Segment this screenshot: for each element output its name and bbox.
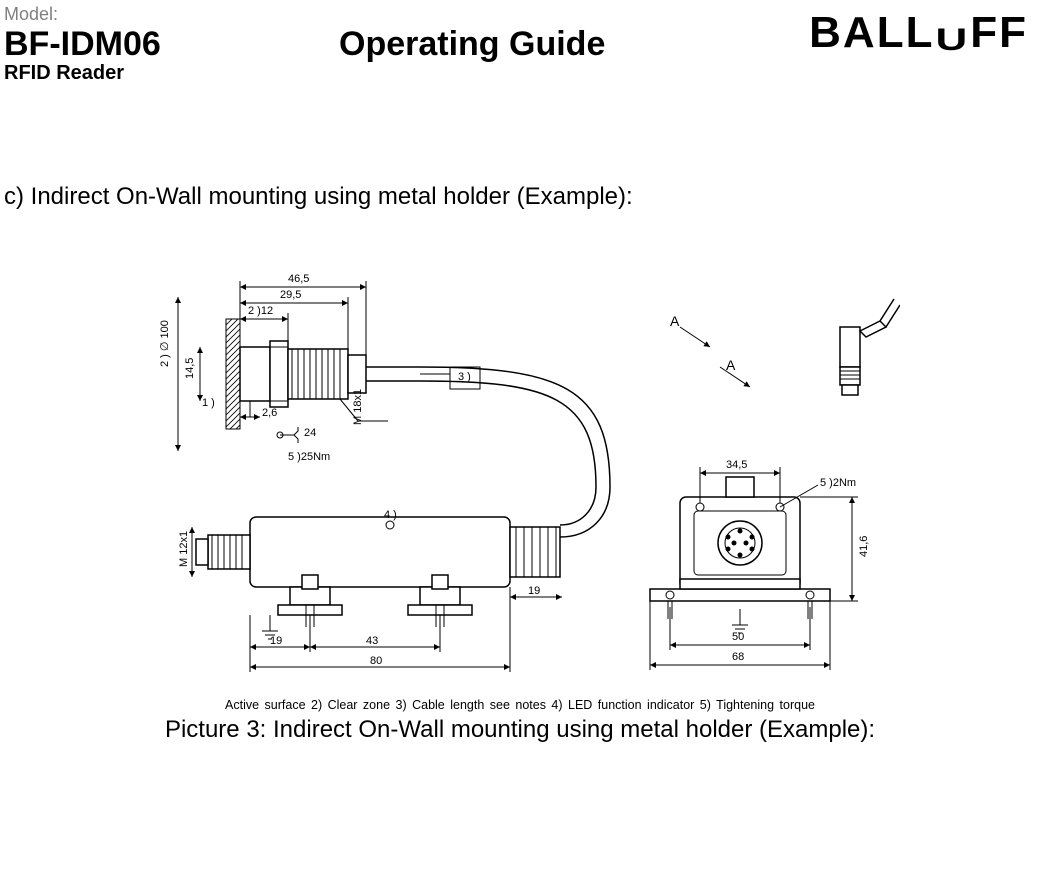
dim-2nm: 5 )2Nm bbox=[820, 477, 856, 489]
doc-title: Operating Guide bbox=[339, 25, 605, 64]
figure-legend: Active surface 2) Clear zone 3) Cable le… bbox=[0, 698, 1040, 712]
dim-50: 50 bbox=[732, 631, 744, 643]
dim-2-12: 2 )12 bbox=[248, 305, 273, 317]
model-name: BF-IDM06 bbox=[4, 25, 339, 64]
brand-logo: BALLUFF bbox=[809, 8, 1028, 58]
dim-2-6: 2,6 bbox=[262, 407, 277, 419]
dim-m12: M 12x1 bbox=[178, 531, 190, 567]
technical-drawing: 46,5 29,5 2 )12 2 ) ∅ 100 14,5 1 ) 2,6 M… bbox=[140, 267, 900, 687]
dim-24: 24 bbox=[304, 427, 316, 439]
dim-19b: 19 bbox=[528, 585, 540, 597]
figure-container: 46,5 29,5 2 )12 2 ) ∅ 100 14,5 1 ) 2,6 M… bbox=[0, 267, 1040, 744]
dim-1: 1 ) bbox=[202, 397, 215, 409]
section-heading: c) Indirect On-Wall mounting using metal… bbox=[4, 183, 1040, 211]
dim-14-5: 14,5 bbox=[184, 358, 196, 379]
dim-25nm: 5 )25Nm bbox=[288, 451, 330, 463]
dim-4: 4 ) bbox=[384, 509, 397, 521]
dim-68: 68 bbox=[732, 651, 744, 663]
label-A2: A bbox=[726, 357, 735, 373]
dim-2-100: 2 ) ∅ 100 bbox=[158, 320, 171, 367]
dim-m18: M 18x1 bbox=[352, 389, 364, 425]
label-A1: A bbox=[670, 313, 679, 329]
dim-19a: 19 bbox=[270, 635, 282, 647]
dim-41-6: 41,6 bbox=[858, 536, 870, 557]
dim-80: 80 bbox=[370, 655, 382, 667]
subtitle: RFID Reader bbox=[4, 62, 1028, 85]
dim-46-5: 46,5 bbox=[288, 273, 309, 285]
dim-34-5: 34,5 bbox=[726, 459, 747, 471]
dim-29-5: 29,5 bbox=[280, 289, 301, 301]
page-header: Model: BF-IDM06 Operating Guide RFID Rea… bbox=[0, 0, 1040, 85]
dim-3: 3 ) bbox=[458, 371, 471, 383]
figure-caption: Picture 3: Indirect On-Wall mounting usi… bbox=[0, 716, 1040, 744]
dim-43: 43 bbox=[366, 635, 378, 647]
